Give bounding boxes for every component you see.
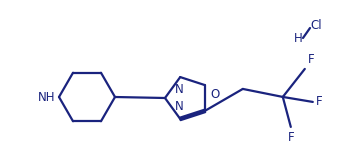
Text: Cl: Cl (310, 19, 322, 32)
Text: NH: NH (37, 91, 55, 103)
Text: N: N (175, 83, 184, 96)
Text: N: N (175, 100, 184, 113)
Text: O: O (211, 88, 220, 101)
Text: F: F (287, 131, 294, 144)
Text: H: H (294, 32, 302, 45)
Text: F: F (316, 95, 322, 108)
Text: F: F (308, 53, 314, 66)
